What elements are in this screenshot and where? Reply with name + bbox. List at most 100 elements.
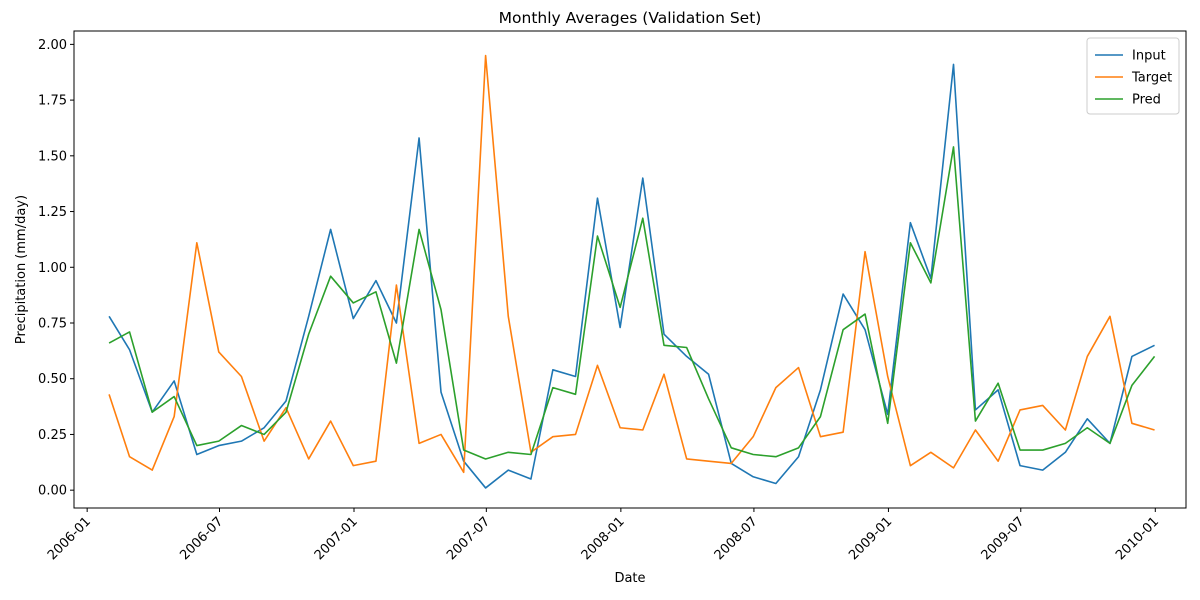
data-point-target	[1086, 355, 1088, 357]
data-point-pred	[730, 447, 732, 449]
data-point-target	[375, 460, 377, 462]
chart-title: Monthly Averages (Validation Set)	[499, 9, 762, 27]
data-point-target	[173, 415, 175, 417]
data-point-target	[663, 373, 665, 375]
data-point-target	[930, 451, 932, 453]
data-point-pred	[395, 362, 397, 364]
data-point-target	[952, 467, 954, 469]
data-point-pred	[552, 386, 554, 388]
data-point-pred	[530, 453, 532, 455]
data-point-pred	[909, 242, 911, 244]
data-point-pred	[752, 453, 754, 455]
data-point-target	[352, 464, 354, 466]
data-point-pred	[1153, 355, 1155, 357]
data-point-input	[552, 369, 554, 371]
data-point-input	[375, 279, 377, 281]
data-point-pred	[1019, 449, 1021, 451]
data-point-input	[864, 328, 866, 330]
data-point-target	[619, 427, 621, 429]
series-target	[108, 54, 1155, 474]
data-point-pred	[307, 333, 309, 335]
data-point-input	[574, 375, 576, 377]
series-line-target	[108, 54, 1155, 474]
data-point-input	[685, 355, 687, 357]
data-point-pred	[173, 395, 175, 397]
series-lines	[108, 54, 1156, 489]
data-point-input	[352, 317, 354, 319]
data-point-target	[974, 429, 976, 431]
data-point-target	[752, 435, 754, 437]
x-axis-title: Date	[614, 571, 645, 586]
data-point-input	[1153, 344, 1155, 346]
data-point-pred	[1131, 384, 1133, 386]
data-point-pred	[462, 449, 464, 451]
data-point-input	[108, 315, 110, 317]
data-point-pred	[663, 344, 665, 346]
data-point-input	[842, 293, 844, 295]
data-point-pred	[819, 415, 821, 417]
data-point-input	[909, 221, 911, 223]
data-point-pred	[952, 146, 954, 148]
y-tick-label: 2.00	[38, 38, 67, 53]
data-point-input	[642, 177, 644, 179]
data-point-target	[887, 375, 889, 377]
data-point-input	[1019, 464, 1021, 466]
data-point-target	[484, 54, 486, 56]
data-point-target	[1153, 429, 1155, 431]
legend-label: Pred	[1132, 93, 1161, 108]
data-point-pred	[642, 217, 644, 219]
data-point-target	[263, 440, 265, 442]
data-point-target	[775, 386, 777, 388]
data-point-target	[819, 435, 821, 437]
data-point-pred	[507, 451, 509, 453]
plot-frame	[73, 30, 1187, 509]
data-point-target	[596, 364, 598, 366]
data-point-pred	[797, 447, 799, 449]
data-point-pred	[864, 313, 866, 315]
y-tick-label: 0.75	[38, 316, 67, 331]
data-point-target	[418, 442, 420, 444]
data-point-target	[151, 469, 153, 471]
data-point-pred	[418, 228, 420, 230]
data-point-input	[707, 373, 709, 375]
data-point-target	[642, 429, 644, 431]
data-point-target	[128, 456, 130, 458]
data-point-pred	[196, 444, 198, 446]
data-point-target	[1019, 409, 1021, 411]
y-tick-label: 1.25	[38, 205, 67, 220]
data-point-input	[285, 400, 287, 402]
data-point-target	[909, 464, 911, 466]
y-tick-label: 0.25	[38, 428, 67, 443]
data-point-input	[218, 444, 220, 446]
data-point-input	[1042, 469, 1044, 471]
y-axis-title: Precipitation (mm/day)	[14, 195, 29, 344]
data-point-target	[730, 462, 732, 464]
data-point-input	[128, 349, 130, 351]
data-point-input	[819, 389, 821, 391]
data-point-target	[574, 433, 576, 435]
data-point-pred	[775, 456, 777, 458]
y-axis: 0.00 0.25 0.50 0.75 1.00 1.25 1.50 1.75 2.00	[38, 38, 74, 499]
data-point-target	[552, 435, 554, 437]
data-point-pred	[218, 440, 220, 442]
y-tick-label: 1.00	[38, 261, 67, 276]
data-point-pred	[685, 346, 687, 348]
data-point-input	[507, 469, 509, 471]
series-pred	[108, 146, 1156, 460]
legend: Input Target Pred	[1086, 37, 1180, 115]
data-point-input	[1064, 451, 1066, 453]
data-point-pred	[574, 393, 576, 395]
data-point-target	[307, 458, 309, 460]
y-tick-label: 0.50	[38, 372, 67, 387]
data-point-target	[240, 375, 242, 377]
data-point-input	[440, 391, 442, 393]
data-point-pred	[352, 302, 354, 304]
legend-box	[1086, 37, 1180, 115]
data-point-pred	[619, 306, 621, 308]
data-point-input	[307, 315, 309, 317]
data-point-pred	[1042, 449, 1044, 451]
data-point-input	[484, 487, 486, 489]
data-point-input	[173, 380, 175, 382]
data-point-pred	[151, 411, 153, 413]
